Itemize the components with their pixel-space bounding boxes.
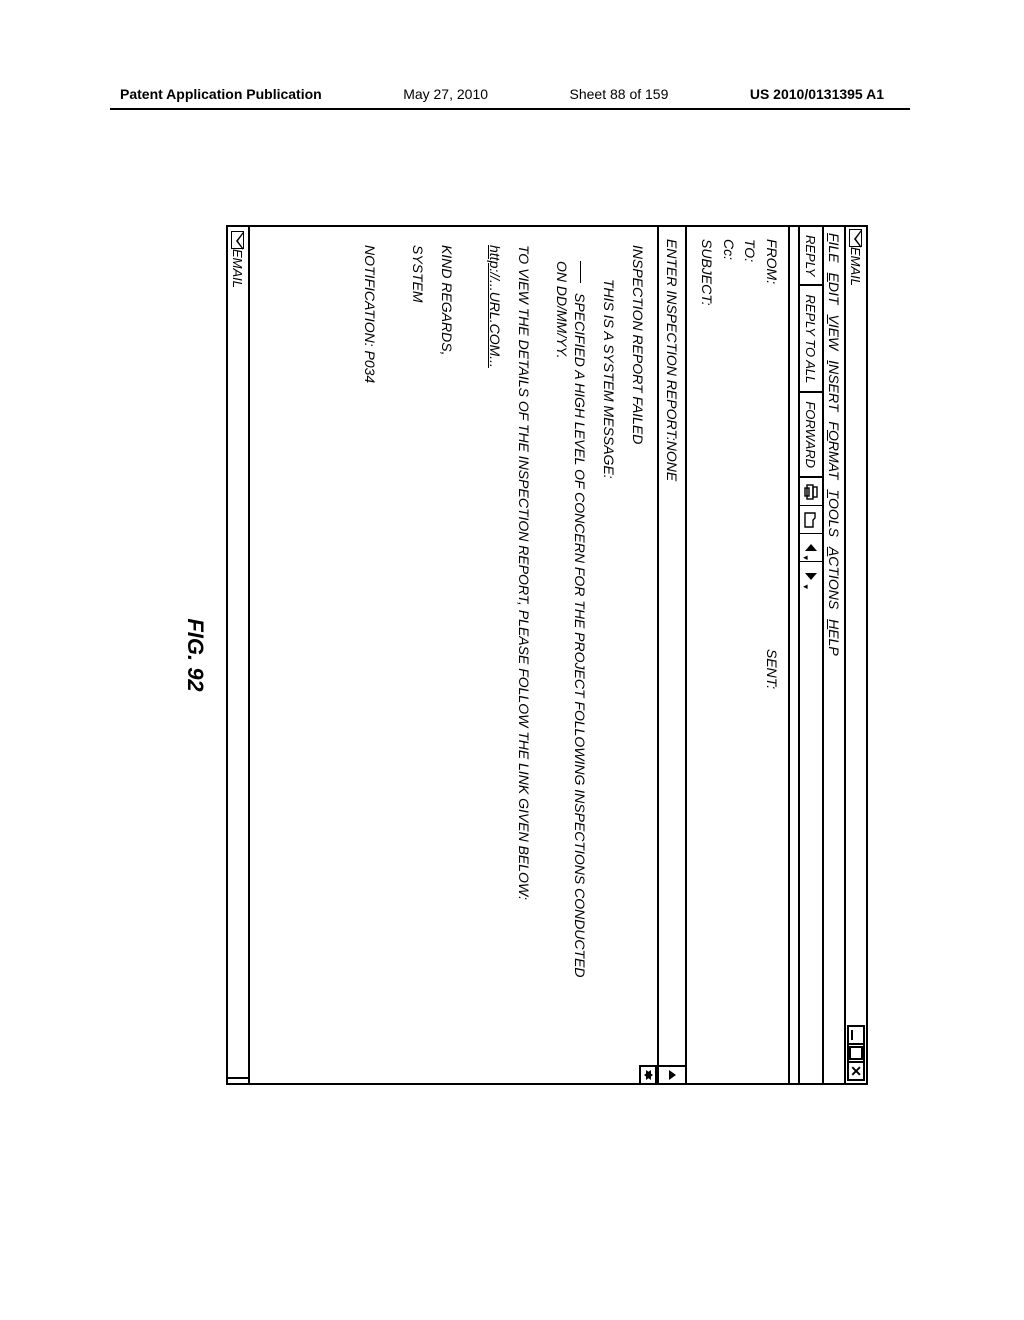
next-icon[interactable]: ▾	[800, 562, 822, 590]
body-scroll-down-icon[interactable]	[639, 1065, 657, 1083]
menu-view[interactable]: VIEW	[826, 314, 842, 350]
window-title: EMAIL	[849, 247, 864, 286]
email-window: EMAIL ✕ FILE EDIT VIEW INSERT FORMAT TOO…	[226, 225, 868, 1085]
minimize-button[interactable]	[847, 1025, 865, 1045]
header-rule	[110, 108, 910, 110]
forward-button[interactable]: FORWARD	[800, 393, 822, 478]
body-line-6: SYSTEM	[408, 245, 427, 1057]
body-line-3b: ON DD/MM/YY.	[552, 261, 571, 359]
page-header: Patent Application Publication May 27, 2…	[0, 86, 1024, 102]
close-button[interactable]: ✕	[847, 1061, 865, 1081]
cc-label: Cc:	[717, 239, 739, 329]
body-line-3a: SPECIFIED A HIGH LEVEL OF CONCERN FOR TH…	[572, 293, 588, 978]
reply-button[interactable]: REPLY	[800, 227, 822, 286]
subject-bar: ENTER INSPECTION REPORT: NONE	[657, 227, 687, 1083]
body-line-2: THIS IS A SYSTEM MESSAGE:	[599, 245, 618, 1057]
patent-page: Patent Application Publication May 27, 2…	[0, 0, 1024, 1320]
body-line-1: INSPECTION REPORT FAILED	[628, 245, 647, 1057]
menu-file[interactable]: FILE	[826, 233, 842, 263]
publication-date: May 27, 2010	[403, 86, 488, 102]
menu-tools[interactable]: TOOLS	[826, 489, 842, 536]
statusbar-app-icon	[232, 231, 245, 249]
body-line-4: TO VIEW THE DETAILS OF THE INSPECTION RE…	[514, 245, 533, 1057]
statusbar: EMAIL	[228, 227, 250, 1083]
subject-value: NONE	[664, 441, 680, 481]
from-label: FROM:	[760, 239, 782, 329]
menubar: FILE EDIT VIEW INSERT FORMAT TOOLS ACTIO…	[822, 227, 844, 1083]
maximize-button[interactable]	[847, 1043, 865, 1063]
email-body: INSPECTION REPORT FAILED THIS IS A SYSTE…	[250, 227, 657, 1083]
dash-icon	[580, 261, 581, 283]
reply-all-button[interactable]: REPLY TO ALL	[800, 286, 822, 393]
print-icon[interactable]	[800, 478, 822, 506]
statusbar-separator	[228, 1077, 248, 1079]
titlebar: EMAIL ✕	[844, 227, 866, 1083]
toolbar-separator	[788, 227, 798, 1083]
publication-number: US 2010/0131395 A1	[750, 86, 884, 102]
prev-icon[interactable]: ▾	[800, 534, 822, 562]
statusbar-text: EMAIL	[231, 249, 246, 288]
window-controls: ✕	[847, 1027, 865, 1081]
subject-label: SUBJECT:	[695, 239, 717, 329]
body-link[interactable]: http://...URL.COM...	[487, 245, 503, 368]
figure-caption: FIG. 92	[182, 225, 208, 1085]
body-line-5: KIND REGARDS,	[437, 245, 456, 1057]
menu-insert[interactable]: INSERT	[826, 360, 842, 411]
menu-format[interactable]: FORMAT	[826, 421, 842, 479]
menu-actions[interactable]: ACTIONS	[826, 547, 842, 609]
sheet-number: Sheet 88 of 159	[570, 86, 669, 102]
menu-help[interactable]: HELP	[826, 619, 842, 656]
to-label: TO:	[739, 239, 761, 329]
app-icon	[850, 229, 863, 247]
figure-92: EMAIL ✕ FILE EDIT VIEW INSERT FORMAT TOO…	[70, 290, 940, 1020]
menu-edit[interactable]: EDIT	[826, 273, 842, 305]
email-header-fields: FROM: SENT: TO: Cc: SUBJECT:	[687, 227, 788, 1083]
folder-icon[interactable]	[800, 506, 822, 534]
sent-label: SENT:	[760, 649, 782, 689]
toolbar: REPLY REPLY TO ALL FORWARD ▾	[798, 227, 822, 1083]
subject-prefix: ENTER INSPECTION REPORT:	[664, 239, 680, 441]
body-line-7: NOTIFICATION: P034	[361, 245, 380, 1057]
body-concern-block: SPECIFIED A HIGH LEVEL OF CONCERN FOR TH…	[552, 245, 590, 1057]
publication-type: Patent Application Publication	[120, 86, 322, 102]
subject-scroll-up-icon[interactable]	[659, 1065, 685, 1083]
